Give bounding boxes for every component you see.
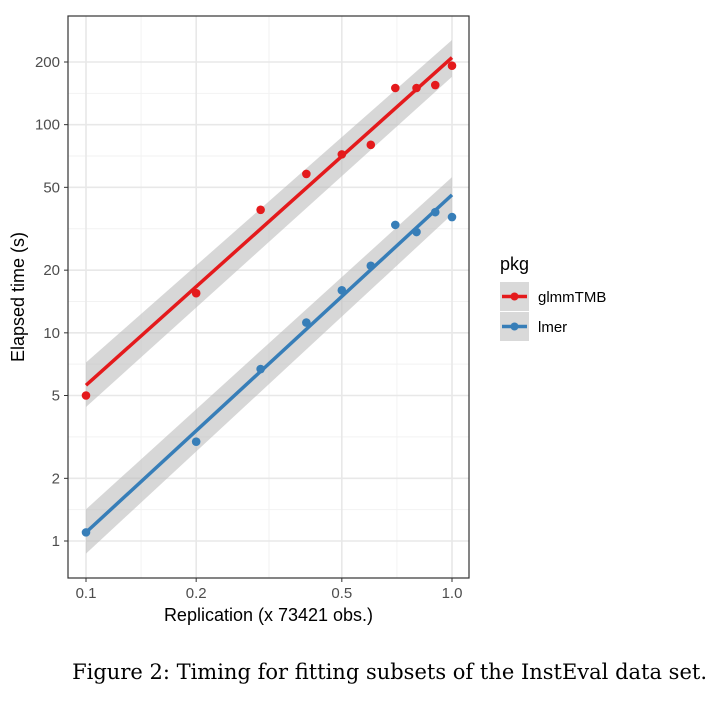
- x-tick-label: 1.0: [442, 585, 463, 602]
- panel-border: [67, 15, 470, 579]
- data-point: [81, 528, 91, 537]
- legend-label: lmer: [538, 319, 567, 336]
- data-point: [391, 83, 400, 93]
- scatter-chart: 0.1 0.2 0.5 1.0 1 2 5 10 20 50 100 200 Replication…: [8, 15, 606, 625]
- legend-label: glmmTMB: [538, 289, 606, 306]
- data-point: [256, 205, 265, 215]
- x-axis-title: Replication (x 73421 obs.): [164, 605, 373, 625]
- x-tick-label: 0.5: [331, 585, 352, 602]
- data-point: [366, 140, 376, 150]
- data-point: [447, 212, 457, 222]
- y-tick-label: 10: [43, 325, 60, 342]
- data-point: [430, 80, 440, 90]
- data-point: [81, 391, 91, 400]
- legend-title: pkg: [500, 254, 529, 274]
- data-point: [302, 318, 311, 327]
- data-point: [302, 169, 311, 179]
- data-point: [412, 83, 421, 93]
- data-point: [391, 220, 400, 230]
- figure-caption: Figure 2: Timing for fitting subsets of …: [72, 660, 707, 684]
- x-tick-label: 0.2: [186, 585, 207, 602]
- y-tick-label: 100: [35, 117, 60, 134]
- y-tick-label: 5: [52, 387, 60, 404]
- y-tick-label: 1: [52, 533, 60, 550]
- data-point: [430, 207, 440, 217]
- data-point: [191, 288, 201, 298]
- data-point: [447, 61, 457, 70]
- y-tick-label: 50: [43, 179, 60, 196]
- data-point: [191, 437, 201, 446]
- legend: pkg glmmTMB lmer: [500, 254, 606, 341]
- fit-line: [84, 56, 454, 387]
- fit-lines: [84, 56, 454, 534]
- x-axis: 0.1 0.2 0.5 1.0: [76, 578, 463, 602]
- y-tick-label: 20: [43, 262, 60, 279]
- fit-line: [84, 193, 454, 534]
- data-point: [366, 261, 376, 271]
- legend-key-point: [510, 322, 519, 331]
- y-tick-label: 200: [35, 54, 60, 71]
- y-tick-label: 2: [52, 470, 60, 487]
- data-point: [256, 364, 265, 374]
- data-point: [337, 150, 347, 159]
- data-point: [412, 227, 421, 237]
- y-axis-title: Elapsed time (s): [8, 232, 28, 362]
- legend-key-point: [510, 292, 519, 301]
- data-points: [81, 61, 457, 537]
- data-point: [337, 286, 347, 295]
- x-tick-label: 0.1: [76, 585, 97, 602]
- y-axis: 1 2 5 10 20 50 100 200: [35, 54, 68, 550]
